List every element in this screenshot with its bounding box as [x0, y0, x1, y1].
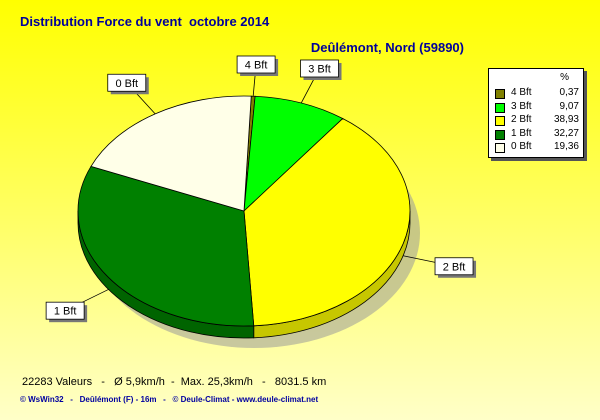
credit-line: © WsWin32 - Deûlémont (F) - 16m - © Deul… [20, 395, 319, 404]
legend-value: 9,07 [559, 100, 579, 112]
legend: % 4 Bft 0,37 3 Bft 9,07 2 Bft 38,93 1 Bft 32,27… [488, 68, 584, 158]
legend-item-4-bft: 4 Bft 0,37 [495, 87, 579, 99]
chart-subtitle: Deûlémont, Nord (59890) [310, 40, 464, 55]
legend-label: 2 Bft [511, 114, 532, 125]
legend-header: % [560, 72, 569, 83]
legend-swatch [495, 102, 505, 113]
slice-label-4-bft: 4 Bft [245, 60, 268, 72]
label-box-4-bft [236, 55, 276, 74]
legend-item-2-bft: 2 Bft 38,93 [495, 114, 579, 126]
legend-item-1-bft: 1 Bft 32,27 [495, 128, 579, 140]
label-box-2-bft [434, 257, 474, 276]
slice-label-0-bft: 0 Bft [115, 78, 138, 90]
legend-item-0-bft: 0 Bft 19,36 [495, 141, 579, 153]
legend-label: 1 Bft [511, 127, 532, 139]
legend-item-3-bft: 3 Bft 9,07 [495, 101, 579, 113]
pie-slice-0-bft [90, 95, 252, 212]
label-box-3-bft [300, 59, 339, 78]
legend-value: 32,27 [553, 127, 579, 139]
label-box-1-bft [45, 301, 85, 320]
pie-slice-2-bft [243, 118, 411, 327]
legend-value: 19,36 [553, 141, 579, 152]
legend-value: 0,37 [559, 87, 579, 98]
chart-title: Distribution Force du vent octobre 2014 [20, 14, 270, 29]
pie-slice-3-bft [243, 95, 344, 213]
legend-swatch [495, 89, 505, 99]
legend-swatch [495, 129, 505, 140]
slice-label-3-bft: 3 Bft [308, 63, 331, 75]
legend-label: 4 Bft [511, 87, 532, 98]
slice-label-2-bft: 2 Bft [443, 261, 466, 273]
legend-label: 0 Bft [511, 141, 532, 152]
slice-label-1-bft: 1 Bft [54, 306, 77, 318]
legend-swatch [495, 143, 505, 153]
legend-value: 38,93 [553, 114, 579, 125]
stats-footer: 22283 Valeurs - Ø 5,9km/h - Max. 25,3km/… [22, 376, 327, 388]
label-box-0-bft [107, 73, 147, 92]
legend-swatch [495, 116, 505, 126]
pie-slice-1-bft [77, 165, 255, 327]
legend-label: 3 Bft [511, 100, 532, 112]
